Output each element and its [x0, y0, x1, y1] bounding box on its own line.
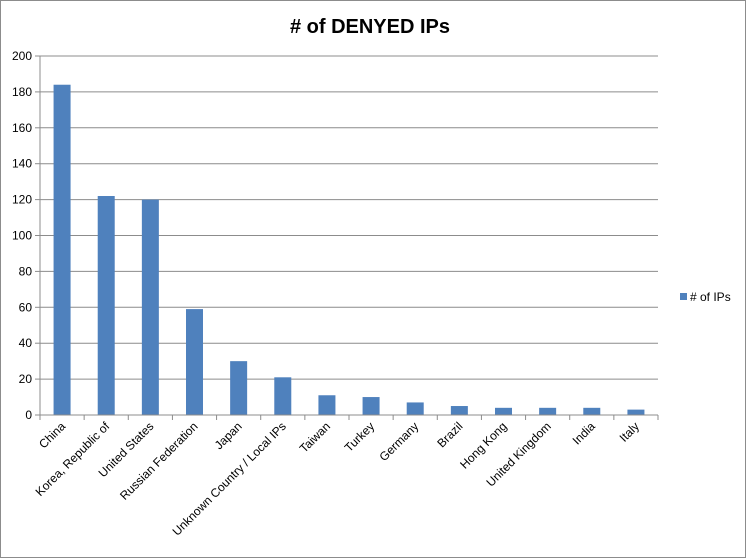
x-tick-label: Italy	[617, 419, 642, 444]
x-tick-label: Germany	[377, 419, 422, 464]
y-tick-label: 180	[12, 85, 32, 99]
gridlines	[40, 55, 658, 380]
y-tick-label: 120	[12, 193, 32, 207]
y-axis: 0 20 40 60 80 100 120 140 160 180 200	[12, 49, 41, 422]
legend: # of IPs	[680, 290, 731, 304]
bar	[318, 395, 336, 415]
legend-label: # of IPs	[690, 290, 731, 304]
bar	[539, 407, 557, 415]
x-tick-label: Taiwan	[297, 419, 333, 455]
bar	[53, 84, 71, 415]
bar	[97, 196, 115, 415]
y-tick-label: 20	[19, 372, 33, 386]
y-tick-label: 60	[19, 300, 33, 314]
bar	[406, 402, 424, 415]
bar	[362, 397, 380, 415]
x-tick-label: Turkey	[342, 419, 378, 455]
x-tick-label: Japan	[212, 419, 245, 452]
y-tick-label: 80	[19, 264, 33, 278]
bar	[450, 406, 468, 415]
bar	[583, 407, 601, 415]
bar	[186, 309, 203, 415]
y-tick-label: 100	[12, 229, 32, 243]
bar	[141, 199, 159, 415]
bar	[230, 361, 248, 415]
x-tick-label: Russian Federation	[117, 419, 200, 502]
legend-swatch	[680, 293, 687, 300]
bar	[495, 407, 512, 415]
bar	[627, 409, 645, 415]
bars	[53, 84, 645, 415]
y-tick-label: 40	[19, 336, 33, 350]
y-tick-label: 160	[12, 121, 32, 135]
bar	[274, 377, 292, 415]
y-tick-label: 140	[12, 157, 32, 171]
x-tick-label: Brazil	[434, 419, 465, 450]
x-tick-label: China	[36, 419, 68, 451]
x-tick-label: Korea, Republic of	[33, 419, 113, 499]
chart-title: # of DENYED IPs	[290, 16, 450, 38]
y-tick-label: 200	[12, 49, 32, 63]
x-tick-label: India	[570, 419, 599, 448]
y-tick-label: 0	[25, 408, 32, 422]
